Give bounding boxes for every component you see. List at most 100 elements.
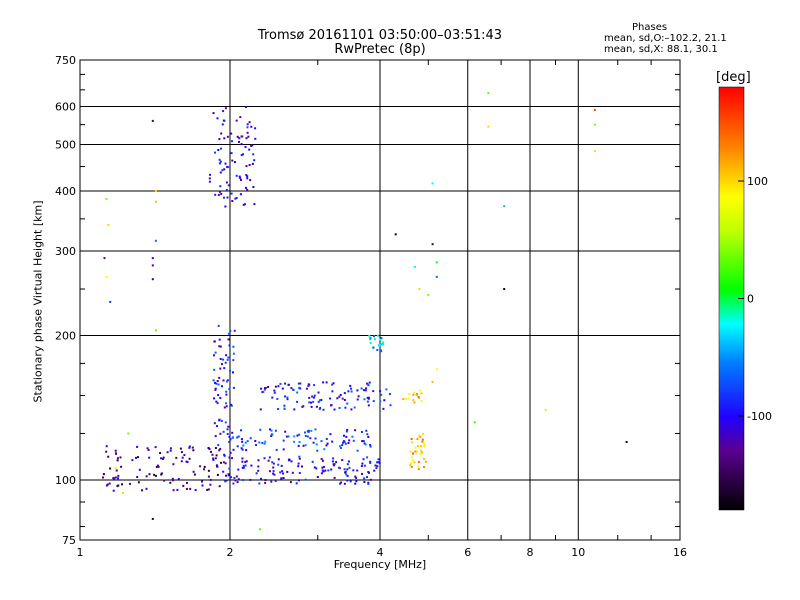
data-point [292,388,295,391]
data-point [329,433,332,436]
data-point [363,481,366,483]
x-tick-label: 4 [377,546,384,559]
data-point [333,463,336,466]
data-point [331,460,334,463]
data-point [332,382,335,385]
data-point [272,462,275,465]
data-point [314,437,317,440]
data-point [354,475,357,478]
data-point [354,482,357,485]
data-point [228,388,231,390]
data-point [316,449,319,452]
data-point [431,381,434,384]
data-point [203,468,205,471]
data-point [172,463,175,466]
data-point [409,462,412,465]
data-point [244,441,247,444]
data-point [169,449,172,452]
data-point [277,463,280,466]
data-point [341,459,344,461]
data-point [273,389,276,392]
data-point [213,354,215,357]
data-point [383,399,386,402]
data-point [221,169,224,172]
data-point [179,447,182,450]
data-point [109,467,112,470]
data-point [224,205,227,208]
data-point [309,437,312,440]
data-point [225,189,228,191]
data-point [367,481,370,484]
data-point [231,457,233,460]
data-point [293,440,296,443]
data-point [503,205,506,208]
data-point [154,474,157,477]
data-point [214,351,217,354]
data-point [418,389,421,392]
data-point [413,401,416,404]
data-point [367,435,370,438]
data-point [228,436,231,438]
data-point [322,470,325,473]
data-point [366,456,369,459]
data-point [367,482,370,485]
data-point [270,480,273,483]
data-point [222,110,225,113]
data-point [412,399,415,402]
data-point [364,443,367,446]
data-point [245,174,248,177]
data-point [235,119,238,122]
data-point [320,458,323,460]
data-point [236,436,239,439]
data-point [214,151,216,154]
data-point [262,390,265,393]
data-point [411,459,414,462]
data-point [343,392,346,395]
axis-ticks: 1 2 4 6 8 10 16 75 100 200 300 400 500 600 750 [55,54,687,559]
data-point [364,389,367,392]
colorbar-tick-label: 100 [747,175,768,188]
data-point [225,354,228,357]
data-point [241,460,244,463]
data-point [188,445,191,448]
data-point [366,433,369,436]
data-point [246,131,249,134]
data-point [366,476,368,479]
data-point [331,440,334,443]
data-point [369,338,372,341]
data-point [199,465,202,468]
data-point [213,422,216,425]
data-point [239,176,242,179]
data-point [379,400,382,403]
data-point [105,445,108,448]
data-point [227,184,230,187]
data-point [252,153,255,156]
data-point [235,174,238,177]
data-point [186,461,189,463]
data-point [270,429,273,432]
data-point [273,391,276,394]
x-tick-label: 10 [571,546,585,559]
data-point [237,435,240,438]
data-point [228,456,231,459]
data-point [351,435,354,438]
data-point [346,463,349,466]
data-point [226,428,229,431]
data-point [212,112,215,115]
data-point [272,466,275,469]
data-point [169,447,172,450]
data-point [269,428,271,431]
data-point [312,396,315,399]
data-point [231,159,234,162]
data-point [625,441,628,443]
data-point [208,448,211,450]
data-point [283,408,286,410]
data-point [268,470,271,473]
data-point [291,471,294,474]
data-point [282,439,285,442]
data-point [210,450,212,453]
data-point [105,198,108,200]
data-point [192,449,195,452]
data-point [420,392,423,395]
data-point [355,480,358,483]
